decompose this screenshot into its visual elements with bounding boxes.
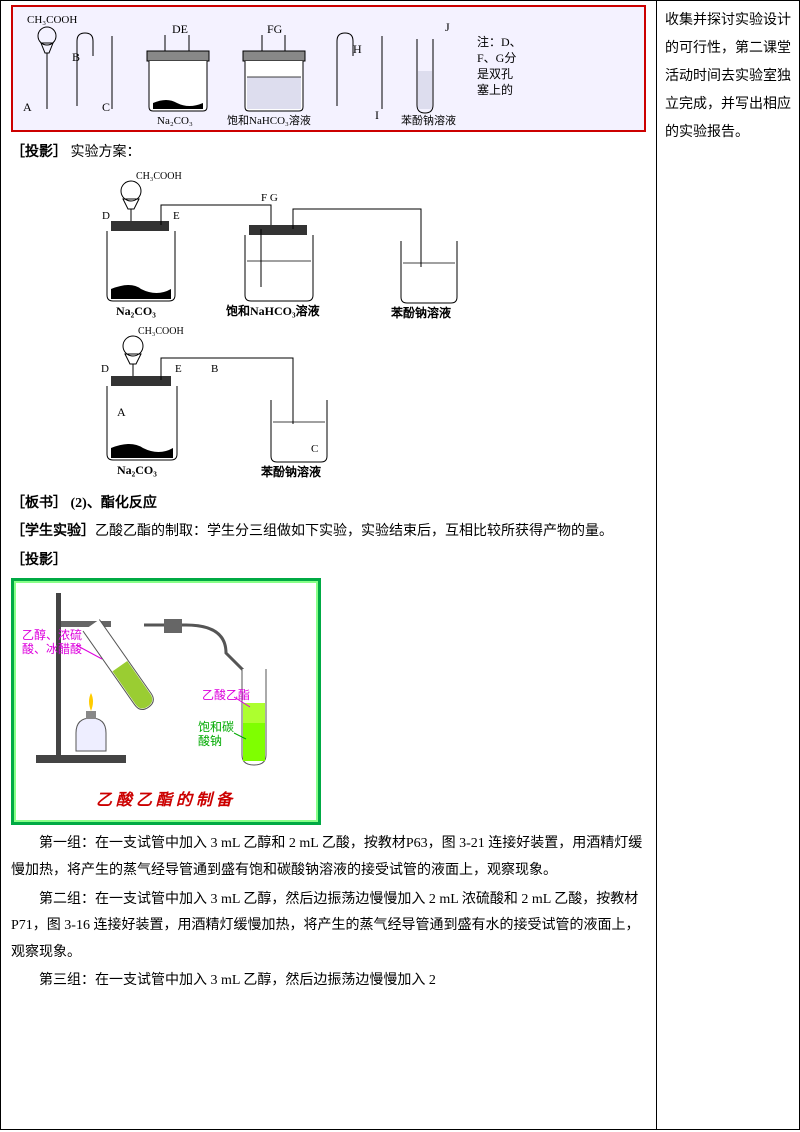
ester-diagram-inner: 乙醇、浓硫 酸、冰醋酸 乙酸乙酯 饱和碳 酸钠 乙酸乙酯的制备 bbox=[14, 581, 318, 822]
apparatus-svg-1: CH₃COOH A B C DE Na₂CO₃ bbox=[17, 11, 547, 126]
proj1-label: ［投影］ bbox=[11, 145, 67, 160]
ester-caption: 乙酸乙酯的制备 bbox=[16, 784, 316, 820]
na2co3-3: Na₂CO₃ bbox=[117, 463, 157, 477]
label-a3: A bbox=[117, 405, 126, 419]
exp-label: ［学生实验］ bbox=[11, 524, 95, 539]
nahco3-label-1: 饱和NaHCO₃溶液 bbox=[227, 113, 311, 126]
page-layout: CH₃COOH A B C DE Na₂CO₃ bbox=[0, 0, 800, 1130]
board-text: (2)、酯化反应 bbox=[71, 496, 157, 511]
projection-line-1: ［投影］ 实验方案： bbox=[11, 140, 646, 167]
side-note: 收集并探讨实验设计的可行性，第二课堂活动时间去实验室独立完成，并写出相应的实验报… bbox=[665, 7, 791, 147]
side-column: 收集并探讨实验设计的可行性，第二课堂活动时间去实验室独立完成，并写出相应的实验报… bbox=[657, 1, 799, 1129]
student-exp-line: ［学生实验］乙酸乙酯的制取：学生分三组做如下实验，实验结束后，互相比较所获得产物… bbox=[11, 519, 646, 546]
label-de: DE bbox=[172, 22, 188, 36]
label-de3: D bbox=[101, 363, 109, 375]
projection-line-2: ［投影］ bbox=[11, 548, 646, 575]
label-h: H bbox=[353, 42, 362, 56]
board-label: ［板书］ bbox=[11, 496, 67, 511]
phenol-label-1: 苯酚钠溶液 bbox=[401, 113, 456, 126]
ch3cooh-3: CH₃COOH bbox=[138, 326, 184, 337]
proj2-label: ［投影］ bbox=[11, 553, 67, 568]
label-e3: E bbox=[175, 363, 182, 375]
setup-diagram-1: CH₃COOH D E Na₂CO₃ F G 饱和NaHCO₃溶液 bbox=[61, 169, 531, 324]
label-e2: E bbox=[173, 210, 180, 222]
ester-svg: 乙醇、浓硫 酸、冰醋酸 乙酸乙酯 饱和碳 酸钠 bbox=[16, 583, 316, 773]
setup-diagram-2: CH₃COOH D E A Na₂CO₃ B C 苯酚钠溶液 bbox=[61, 324, 421, 489]
label-j: J bbox=[445, 20, 450, 34]
proj1-text: 实验方案： bbox=[71, 145, 141, 160]
label-d2: D bbox=[102, 210, 110, 222]
group2-text: 第二组：在一支试管中加入 3 mL 乙醇，然后边振荡边慢慢加入 2 mL 浓硫酸… bbox=[11, 887, 646, 967]
main-column: CH₃COOH A B C DE Na₂CO₃ bbox=[1, 1, 657, 1129]
na2co3-2: Na₂CO₃ bbox=[116, 304, 156, 318]
exp-text: 乙酸乙酯的制取：学生分三组做如下实验，实验结束后，互相比较所获得产物的量。 bbox=[95, 524, 613, 539]
label-fg: FG bbox=[267, 22, 283, 36]
apparatus-parts-diagram: CH₃COOH A B C DE Na₂CO₃ bbox=[11, 5, 646, 132]
ch3cooh-2: CH₃COOH bbox=[136, 171, 182, 182]
phenol-3: 苯酚钠溶液 bbox=[260, 464, 321, 479]
label-c3: C bbox=[311, 443, 318, 455]
na2co3-label-1: Na₂CO₃ bbox=[157, 115, 193, 126]
label-b3: B bbox=[211, 363, 218, 375]
reagents-label: 乙醇、浓硫 酸、冰醋酸 bbox=[22, 627, 85, 656]
ch3cooh-label: CH₃COOH bbox=[27, 14, 77, 26]
group3-text: 第三组：在一支试管中加入 3 mL 乙醇，然后边振荡边慢慢加入 2 bbox=[11, 968, 646, 995]
group1-text: 第一组：在一支试管中加入 3 mL 乙醇和 2 mL 乙酸，按教材P63，图 3… bbox=[11, 831, 646, 884]
phenol-2: 苯酚钠溶液 bbox=[390, 305, 451, 320]
label-a: A bbox=[23, 100, 32, 114]
product-label: 乙酸乙酯 bbox=[202, 687, 250, 702]
label-c: C bbox=[102, 100, 110, 114]
board-line: ［板书］ (2)、酯化反应 bbox=[11, 491, 646, 518]
nahco3-2: 饱和NaHCO₃溶液 bbox=[226, 303, 320, 318]
label-i: I bbox=[375, 108, 379, 122]
ester-diagram-box: 乙醇、浓硫 酸、冰醋酸 乙酸乙酯 饱和碳 酸钠 乙酸乙酯的制备 bbox=[11, 578, 321, 825]
label-fg2: F G bbox=[261, 192, 278, 204]
label-b: B bbox=[72, 50, 80, 64]
